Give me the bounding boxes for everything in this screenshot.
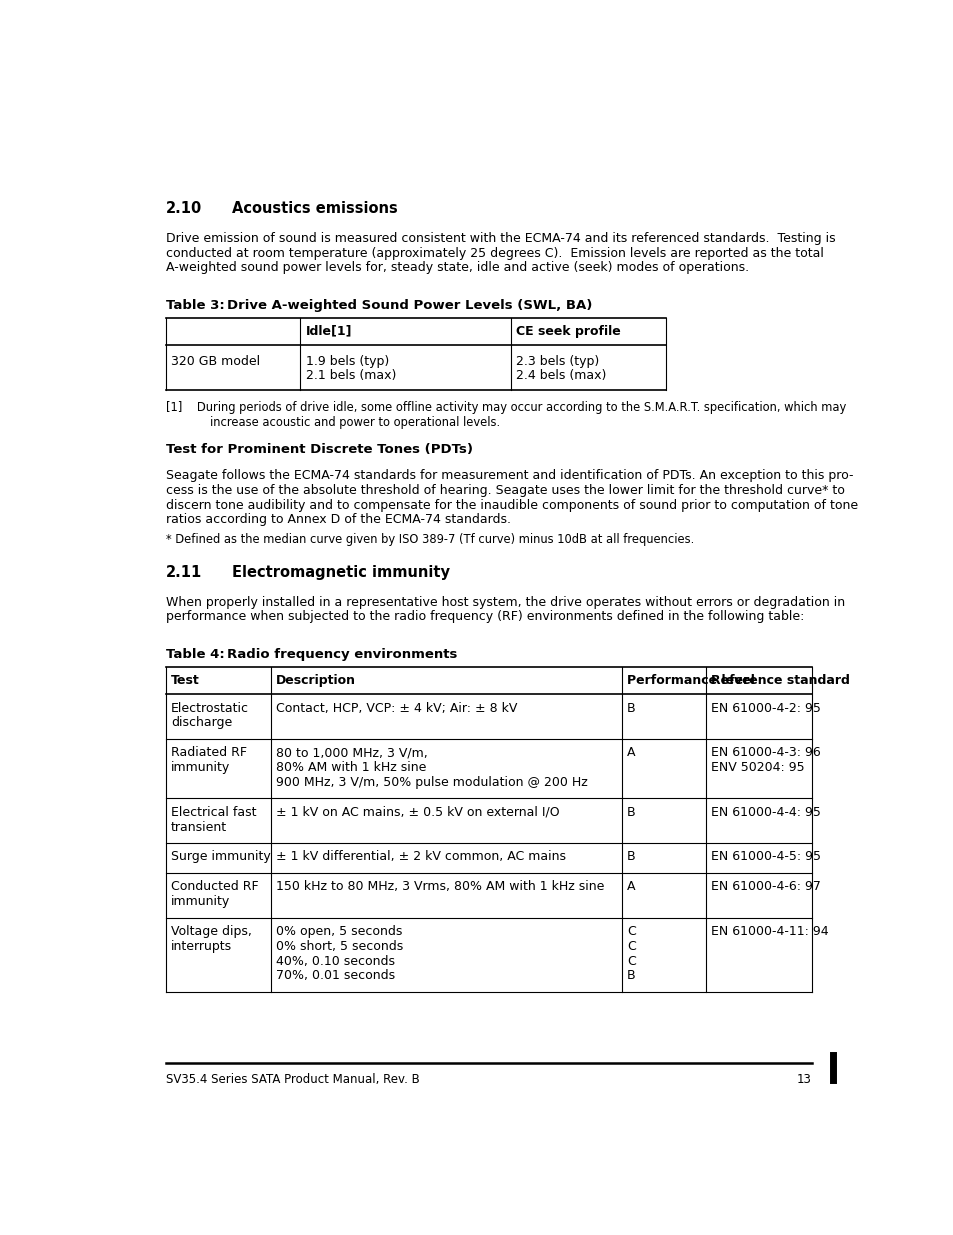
Text: transient: transient xyxy=(171,820,227,834)
Text: B: B xyxy=(626,805,635,819)
Text: ± 1 kV on AC mains, ± 0.5 kV on external I/O: ± 1 kV on AC mains, ± 0.5 kV on external… xyxy=(275,805,559,819)
Text: EN 61000-4-3: 96: EN 61000-4-3: 96 xyxy=(710,746,820,760)
Text: 40%, 0.10 seconds: 40%, 0.10 seconds xyxy=(275,955,395,967)
Text: 0% short, 5 seconds: 0% short, 5 seconds xyxy=(275,940,403,953)
Text: Electrostatic: Electrostatic xyxy=(171,701,249,715)
Text: ratios according to Annex D of the ECMA-74 standards.: ratios according to Annex D of the ECMA-… xyxy=(166,514,510,526)
Text: Drive emission of sound is measured consistent with the ECMA-74 and its referenc: Drive emission of sound is measured cons… xyxy=(166,232,835,245)
Text: B: B xyxy=(626,701,635,715)
Text: Acoustics emissions: Acoustics emissions xyxy=(233,201,397,216)
Text: Radio frequency environments: Radio frequency environments xyxy=(227,648,457,661)
Text: Table 4:: Table 4: xyxy=(166,648,224,661)
Text: performance when subjected to the radio frequency (RF) environments defined in t: performance when subjected to the radio … xyxy=(166,610,803,624)
Text: 2.4 bels (max): 2.4 bels (max) xyxy=(516,369,606,383)
Text: 0% open, 5 seconds: 0% open, 5 seconds xyxy=(275,925,402,939)
Text: 70%, 0.01 seconds: 70%, 0.01 seconds xyxy=(275,969,395,982)
Text: Contact, HCP, VCP: ± 4 kV; Air: ± 8 kV: Contact, HCP, VCP: ± 4 kV; Air: ± 8 kV xyxy=(275,701,517,715)
Text: 2.3 bels (typ): 2.3 bels (typ) xyxy=(516,354,598,368)
Text: EN 61000-4-4: 95: EN 61000-4-4: 95 xyxy=(710,805,820,819)
Text: immunity: immunity xyxy=(171,761,230,774)
Text: Table 3:: Table 3: xyxy=(166,299,224,312)
Text: 900 MHz, 3 V/m, 50% pulse modulation @ 200 Hz: 900 MHz, 3 V/m, 50% pulse modulation @ 2… xyxy=(275,776,587,789)
Text: EN 61000-4-6: 97: EN 61000-4-6: 97 xyxy=(710,881,820,893)
Text: conducted at room temperature (approximately 25 degrees C).  Emission levels are: conducted at room temperature (approxima… xyxy=(166,247,822,259)
Text: Idle[1]: Idle[1] xyxy=(305,325,352,337)
Text: 13: 13 xyxy=(797,1072,811,1086)
Text: cess is the use of the absolute threshold of hearing. Seagate uses the lower lim: cess is the use of the absolute threshol… xyxy=(166,484,843,496)
Text: C: C xyxy=(626,925,636,939)
Text: interrupts: interrupts xyxy=(171,940,232,953)
Text: Conducted RF: Conducted RF xyxy=(171,881,258,893)
Text: Test for Prominent Discrete Tones (PDTs): Test for Prominent Discrete Tones (PDTs) xyxy=(166,442,473,456)
Text: 2.11: 2.11 xyxy=(166,566,202,580)
Text: discharge: discharge xyxy=(171,716,232,730)
Text: A: A xyxy=(626,881,635,893)
Text: 320 GB model: 320 GB model xyxy=(171,354,260,368)
Text: B: B xyxy=(626,969,635,982)
Text: Surge immunity: Surge immunity xyxy=(171,851,271,863)
Text: [1]    During periods of drive idle, some offline activity may occur according t: [1] During periods of drive idle, some o… xyxy=(166,401,845,414)
Text: A: A xyxy=(626,746,635,760)
Text: 80% AM with 1 kHz sine: 80% AM with 1 kHz sine xyxy=(275,761,426,774)
Text: EN 61000-4-11: 94: EN 61000-4-11: 94 xyxy=(710,925,827,939)
Text: ± 1 kV differential, ± 2 kV common, AC mains: ± 1 kV differential, ± 2 kV common, AC m… xyxy=(275,851,565,863)
Text: Radiated RF: Radiated RF xyxy=(171,746,247,760)
Text: Seagate follows the ECMA-74 standards for measurement and identification of PDTs: Seagate follows the ECMA-74 standards fo… xyxy=(166,469,852,482)
Text: EN 61000-4-2: 95: EN 61000-4-2: 95 xyxy=(710,701,820,715)
Text: Voltage dips,: Voltage dips, xyxy=(171,925,252,939)
Text: Electrical fast: Electrical fast xyxy=(171,805,256,819)
Text: immunity: immunity xyxy=(171,895,230,908)
Text: 80 to 1,000 MHz, 3 V/m,: 80 to 1,000 MHz, 3 V/m, xyxy=(275,746,427,760)
Text: B: B xyxy=(626,851,635,863)
Text: A-weighted sound power levels for, steady state, idle and active (seek) modes of: A-weighted sound power levels for, stead… xyxy=(166,262,748,274)
Text: Test: Test xyxy=(171,673,199,687)
Text: Performance level: Performance level xyxy=(626,673,754,687)
Text: C: C xyxy=(626,940,636,953)
Text: Reference standard: Reference standard xyxy=(710,673,849,687)
Text: increase acoustic and power to operational levels.: increase acoustic and power to operation… xyxy=(210,416,499,429)
Text: 2.1 bels (max): 2.1 bels (max) xyxy=(305,369,395,383)
Text: Electromagnetic immunity: Electromagnetic immunity xyxy=(233,566,450,580)
Text: * Defined as the median curve given by ISO 389-7 (Tf curve) minus 10dB at all fr: * Defined as the median curve given by I… xyxy=(166,532,694,546)
Text: CE seek profile: CE seek profile xyxy=(516,325,620,337)
Text: discern tone audibility and to compensate for the inaudible components of sound : discern tone audibility and to compensat… xyxy=(166,499,857,511)
Text: EN 61000-4-5: 95: EN 61000-4-5: 95 xyxy=(710,851,820,863)
Text: 1.9 bels (typ): 1.9 bels (typ) xyxy=(305,354,389,368)
Text: C: C xyxy=(626,955,636,967)
Text: SV35.4 Series SATA Product Manual, Rev. B: SV35.4 Series SATA Product Manual, Rev. … xyxy=(166,1072,419,1086)
Text: 150 kHz to 80 MHz, 3 Vrms, 80% AM with 1 kHz sine: 150 kHz to 80 MHz, 3 Vrms, 80% AM with 1… xyxy=(275,881,604,893)
Text: Description: Description xyxy=(275,673,355,687)
Text: ENV 50204: 95: ENV 50204: 95 xyxy=(710,761,803,774)
Text: Drive A-weighted Sound Power Levels (SWL, BA): Drive A-weighted Sound Power Levels (SWL… xyxy=(227,299,592,312)
Text: When properly installed in a representative host system, the drive operates with: When properly installed in a representat… xyxy=(166,595,844,609)
Text: 2.10: 2.10 xyxy=(166,201,202,216)
